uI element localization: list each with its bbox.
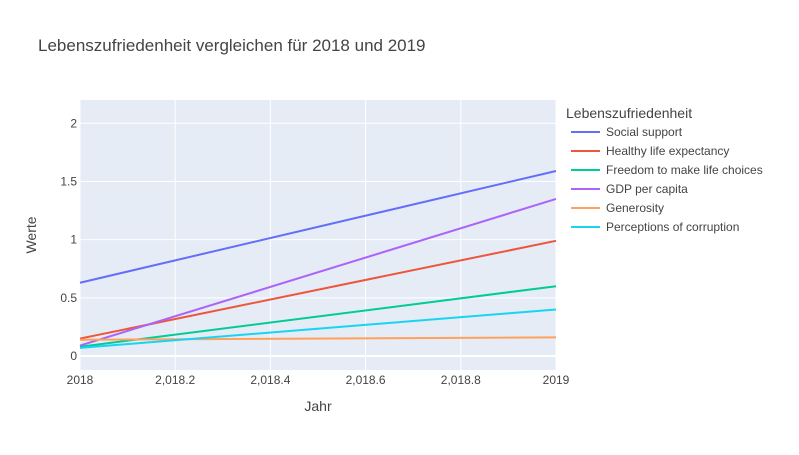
x-tick-label: 2,018.6 [346, 373, 386, 387]
legend-item[interactable]: Generosity [571, 201, 664, 215]
legend-label: Healthy life expectancy [606, 144, 729, 158]
legend-item[interactable]: Perceptions of corruption [571, 220, 739, 234]
legend-item[interactable]: Social support [571, 125, 683, 139]
series-line-0 [79, 170, 557, 284]
y-tick-label: 1.5 [60, 174, 77, 188]
y-tick-label: 1 [70, 233, 77, 247]
legend: Lebenszufriedenheit Social support Health… [566, 105, 763, 234]
x-tick-label: 2019 [543, 373, 570, 387]
chart-title: Lebenszufriedenheit vergleichen für 2018… [38, 36, 426, 55]
legend-item[interactable]: Freedom to make life choices [571, 163, 763, 177]
x-tick-label: 2,018.8 [441, 373, 481, 387]
y-tick-label: 0.5 [60, 291, 77, 305]
y-axis-title: Werte [23, 216, 39, 253]
grid-lines [79, 100, 557, 370]
x-tick-label: 2,018.4 [250, 373, 290, 387]
y-tick-label: 2 [70, 116, 77, 130]
x-axis-ticks: 2018 2,018.2 2,018.4 2,018.6 2,018.8 2019 [67, 373, 570, 387]
series-line-5 [79, 308, 557, 349]
legend-label: Freedom to make life choices [606, 163, 763, 177]
legend-label: Perceptions of corruption [606, 220, 739, 234]
x-tick-label: 2018 [67, 373, 94, 387]
legend-label: GDP per capita [606, 182, 688, 196]
legend-label: Social support [606, 125, 683, 139]
legend-label: Generosity [606, 201, 664, 215]
x-axis-title: Jahr [304, 398, 332, 414]
series-lines [79, 170, 557, 349]
legend-title: Lebenszufriedenheit [566, 105, 692, 121]
x-tick-label: 2,018.2 [155, 373, 195, 387]
legend-item[interactable]: Healthy life expectancy [571, 144, 729, 158]
series-line-1 [79, 239, 557, 340]
series-line-4 [79, 336, 557, 341]
y-axis-ticks: 0 0.5 1 1.5 2 [60, 116, 77, 363]
legend-item[interactable]: GDP per capita [571, 182, 688, 196]
y-tick-label: 0 [70, 349, 77, 363]
series-line-3 [79, 197, 557, 347]
series-line-2 [79, 285, 557, 348]
plot-area [80, 100, 556, 370]
